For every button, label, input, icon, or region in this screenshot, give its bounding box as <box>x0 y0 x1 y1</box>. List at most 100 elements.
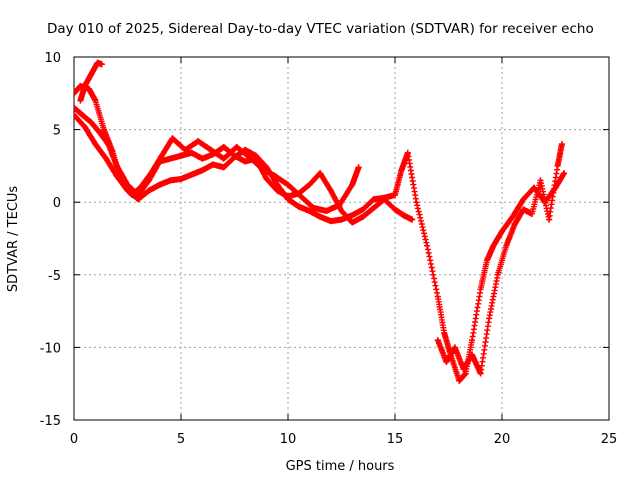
data-point <box>537 177 544 184</box>
data-point <box>74 90 77 97</box>
x-tick-label: 5 <box>177 432 185 447</box>
data-point <box>392 206 398 213</box>
data-point <box>199 155 206 162</box>
data-point <box>169 135 176 142</box>
data-point <box>88 71 95 78</box>
data-point <box>503 242 510 249</box>
data-point <box>285 193 291 200</box>
data-point <box>167 177 174 184</box>
data-point <box>167 155 174 162</box>
data-point <box>178 152 184 159</box>
data-point <box>94 59 101 66</box>
y-tick-label: 10 <box>44 51 61 66</box>
data-point <box>220 155 227 162</box>
data-point <box>327 218 334 225</box>
data-markers <box>74 112 568 384</box>
series-track-e <box>434 141 565 377</box>
data-point <box>349 212 356 219</box>
data-point <box>156 158 163 165</box>
data-point <box>74 104 77 111</box>
data-point <box>272 173 279 180</box>
data-point <box>528 210 535 217</box>
data-point <box>323 207 330 214</box>
data-point <box>188 171 195 178</box>
data-point <box>546 216 553 223</box>
data-point <box>443 358 450 365</box>
data-point <box>404 149 411 156</box>
data-point <box>381 196 388 203</box>
series-track-d <box>77 59 105 104</box>
data-point <box>392 191 398 198</box>
data-point <box>74 112 77 119</box>
data-point <box>477 286 484 293</box>
data-point <box>135 191 142 198</box>
data-point <box>92 141 99 148</box>
chart-title: Day 010 of 2025, Sidereal Day-to-day VTE… <box>47 21 594 37</box>
data-point <box>520 206 527 213</box>
data-point <box>462 370 469 377</box>
data-point <box>400 212 407 219</box>
data-point <box>499 228 505 235</box>
y-axis-label: SDTVAR / TECUs <box>6 186 21 293</box>
data-point <box>359 206 366 213</box>
data-point <box>81 123 88 130</box>
data-point <box>355 164 362 171</box>
data-point <box>317 213 324 220</box>
data-point <box>511 220 518 227</box>
x-tick-label: 10 <box>280 432 297 447</box>
data-point <box>81 83 88 90</box>
data-point <box>338 207 345 214</box>
data-point <box>220 164 227 171</box>
data-point <box>220 144 227 151</box>
y-tick-label: 0 <box>53 196 61 211</box>
data-point <box>477 370 484 377</box>
data-point <box>210 161 217 168</box>
data-point <box>96 129 103 136</box>
data-point <box>441 329 448 336</box>
data-point <box>398 167 405 174</box>
data-point <box>295 203 302 210</box>
data-point <box>145 187 152 194</box>
data-point <box>285 181 291 188</box>
data-point <box>554 162 561 169</box>
data-point <box>92 97 99 104</box>
grid-lines <box>74 57 609 420</box>
data-point <box>100 126 107 133</box>
data-series <box>74 59 568 384</box>
series-track-a <box>74 112 568 384</box>
x-tick-label: 15 <box>387 432 404 447</box>
x-axis-label: GPS time / hours <box>286 459 395 474</box>
data-point <box>98 61 105 68</box>
data-point <box>349 219 356 226</box>
data-point <box>188 149 195 156</box>
data-point <box>242 158 249 165</box>
x-tick-label: 0 <box>70 432 78 447</box>
data-point <box>79 112 86 119</box>
y-axis: -15 -10 -5 0 5 10 <box>40 51 609 429</box>
data-point <box>434 293 441 300</box>
data-point <box>88 119 95 126</box>
data-point <box>456 377 463 384</box>
data-markers <box>434 141 565 377</box>
data-point <box>274 181 281 188</box>
data-point <box>486 315 493 322</box>
data-point <box>295 190 302 197</box>
data-point <box>252 155 259 162</box>
data-point <box>156 181 163 188</box>
data-point <box>561 170 568 177</box>
data-point <box>460 366 467 373</box>
data-point <box>145 177 152 184</box>
data-point <box>195 138 202 145</box>
plot-frame <box>73 56 610 421</box>
data-point <box>327 187 334 194</box>
data-point <box>317 170 324 177</box>
data-point <box>128 191 135 198</box>
y-tick-label: -5 <box>48 269 61 284</box>
data-markers <box>74 83 362 214</box>
data-point <box>558 141 565 148</box>
data-point <box>310 205 317 212</box>
data-point <box>306 207 313 214</box>
data-point <box>113 162 120 169</box>
data-point <box>494 271 501 278</box>
data-point <box>434 337 441 344</box>
